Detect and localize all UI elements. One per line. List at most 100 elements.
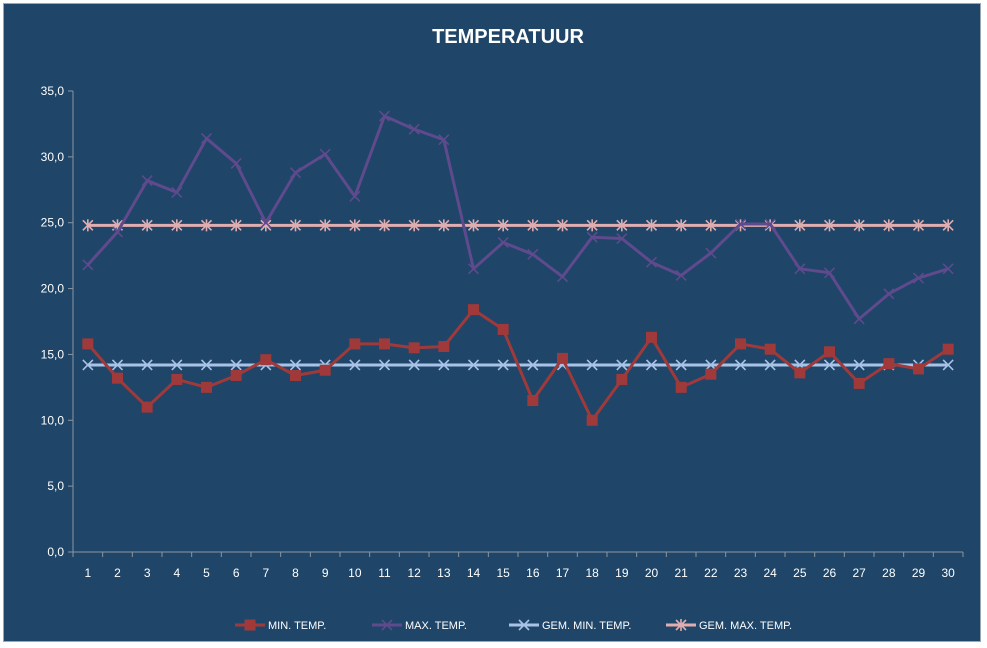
data-point	[201, 381, 212, 393]
marker-stroke	[408, 359, 420, 371]
x-tick-label: 9	[322, 566, 329, 580]
x-tick-label: 30	[941, 566, 955, 580]
data-point	[853, 313, 865, 325]
marker-stroke	[586, 359, 598, 371]
marker-stroke	[942, 359, 954, 371]
y-tick-label: 5,0	[47, 479, 64, 493]
marker-stroke	[497, 359, 509, 371]
data-point	[824, 346, 835, 358]
data-point	[319, 148, 331, 160]
data-point	[942, 263, 954, 275]
data-point	[200, 219, 213, 232]
data-point	[319, 219, 331, 232]
x-tick-label: 3	[144, 566, 151, 580]
marker-stroke	[527, 359, 539, 371]
data-point	[675, 269, 687, 281]
marker-stroke	[823, 359, 836, 371]
x-tick-label: 12	[407, 566, 421, 580]
marker-stroke	[381, 619, 393, 631]
data-point	[616, 232, 628, 245]
data-point	[883, 358, 895, 370]
legend: MIN. TEMP. MAX. TEMP. GEM. MIN. TEMP. GEM. …	[235, 619, 792, 632]
data-point	[823, 359, 836, 371]
legend-item: MAX. TEMP.	[372, 619, 467, 632]
x-tick-label: 10	[348, 566, 362, 580]
data-point	[556, 271, 569, 283]
series-4	[82, 219, 954, 232]
y-tick-label: 25,0	[41, 216, 65, 230]
data-point	[527, 395, 539, 407]
data-point	[794, 219, 806, 232]
data-point	[349, 190, 361, 202]
marker-stroke	[853, 359, 865, 371]
series-2	[82, 110, 954, 325]
marker-stroke	[645, 256, 658, 268]
data-point	[645, 359, 658, 371]
data-point	[912, 272, 925, 284]
data-point	[646, 331, 657, 343]
marker-stroke	[378, 110, 391, 122]
legend-item: MIN. TEMP.	[235, 619, 326, 632]
x-tick-label: 19	[615, 566, 629, 580]
data-point	[734, 359, 747, 371]
y-tick-label: 0,0	[47, 545, 64, 559]
series-line	[86, 114, 949, 321]
x-tick-label: 8	[292, 566, 299, 580]
data-point	[378, 219, 391, 232]
data-point	[408, 123, 420, 135]
data-point	[675, 219, 687, 232]
x-tick-label: 18	[585, 566, 599, 580]
marker-stroke	[497, 236, 509, 249]
marker-stroke	[260, 217, 272, 229]
marker-stroke	[467, 359, 480, 371]
x-tick-label: 23	[734, 566, 748, 580]
data-point	[853, 359, 865, 371]
x-tick-label: 2	[114, 566, 121, 580]
data-point	[111, 359, 124, 371]
legend-label: MIN. TEMP.	[268, 620, 326, 632]
marker-stroke	[171, 186, 183, 198]
data-point	[734, 218, 747, 230]
legend-swatch-marker	[244, 619, 256, 631]
marker-stroke	[82, 359, 94, 371]
x-tick-label: 6	[233, 566, 240, 580]
data-point	[586, 231, 598, 243]
marker-stroke	[230, 359, 242, 371]
data-point	[438, 134, 450, 146]
chart-area: TEMPERATUUR 0,0 5,0 10,0 15,0 20,0 25,0 30,0 35…	[3, 3, 981, 642]
data-point	[260, 354, 272, 366]
data-point	[883, 288, 895, 300]
data-point	[497, 236, 509, 249]
chart-title: TEMPERATUUR	[432, 26, 584, 48]
data-point	[171, 359, 183, 371]
y-tick-label: 10,0	[41, 413, 65, 427]
data-point	[171, 186, 183, 198]
data-point	[764, 359, 776, 371]
data-point	[912, 219, 925, 232]
data-point	[467, 359, 480, 371]
data-point	[764, 218, 776, 230]
marker-stroke	[319, 148, 331, 160]
data-point	[141, 175, 153, 187]
data-point	[557, 352, 568, 364]
marker-stroke	[675, 359, 687, 371]
data-point	[497, 359, 509, 371]
data-point	[853, 219, 865, 232]
x-tick-label: 11	[378, 566, 391, 580]
data-point	[942, 343, 954, 355]
data-point	[230, 157, 242, 170]
data-point	[705, 359, 717, 371]
marker-stroke	[794, 263, 806, 275]
marker-stroke	[171, 359, 183, 371]
data-point	[378, 359, 391, 371]
marker-stroke	[111, 359, 124, 371]
data-point	[616, 373, 628, 385]
y-tick-label: 20,0	[41, 282, 65, 296]
data-point	[675, 359, 687, 371]
data-point	[527, 248, 539, 260]
marker-stroke	[764, 218, 776, 230]
marker-stroke	[883, 288, 895, 300]
x-tick-label: 1	[84, 566, 91, 580]
data-point	[408, 342, 420, 354]
marker-stroke	[616, 232, 628, 245]
